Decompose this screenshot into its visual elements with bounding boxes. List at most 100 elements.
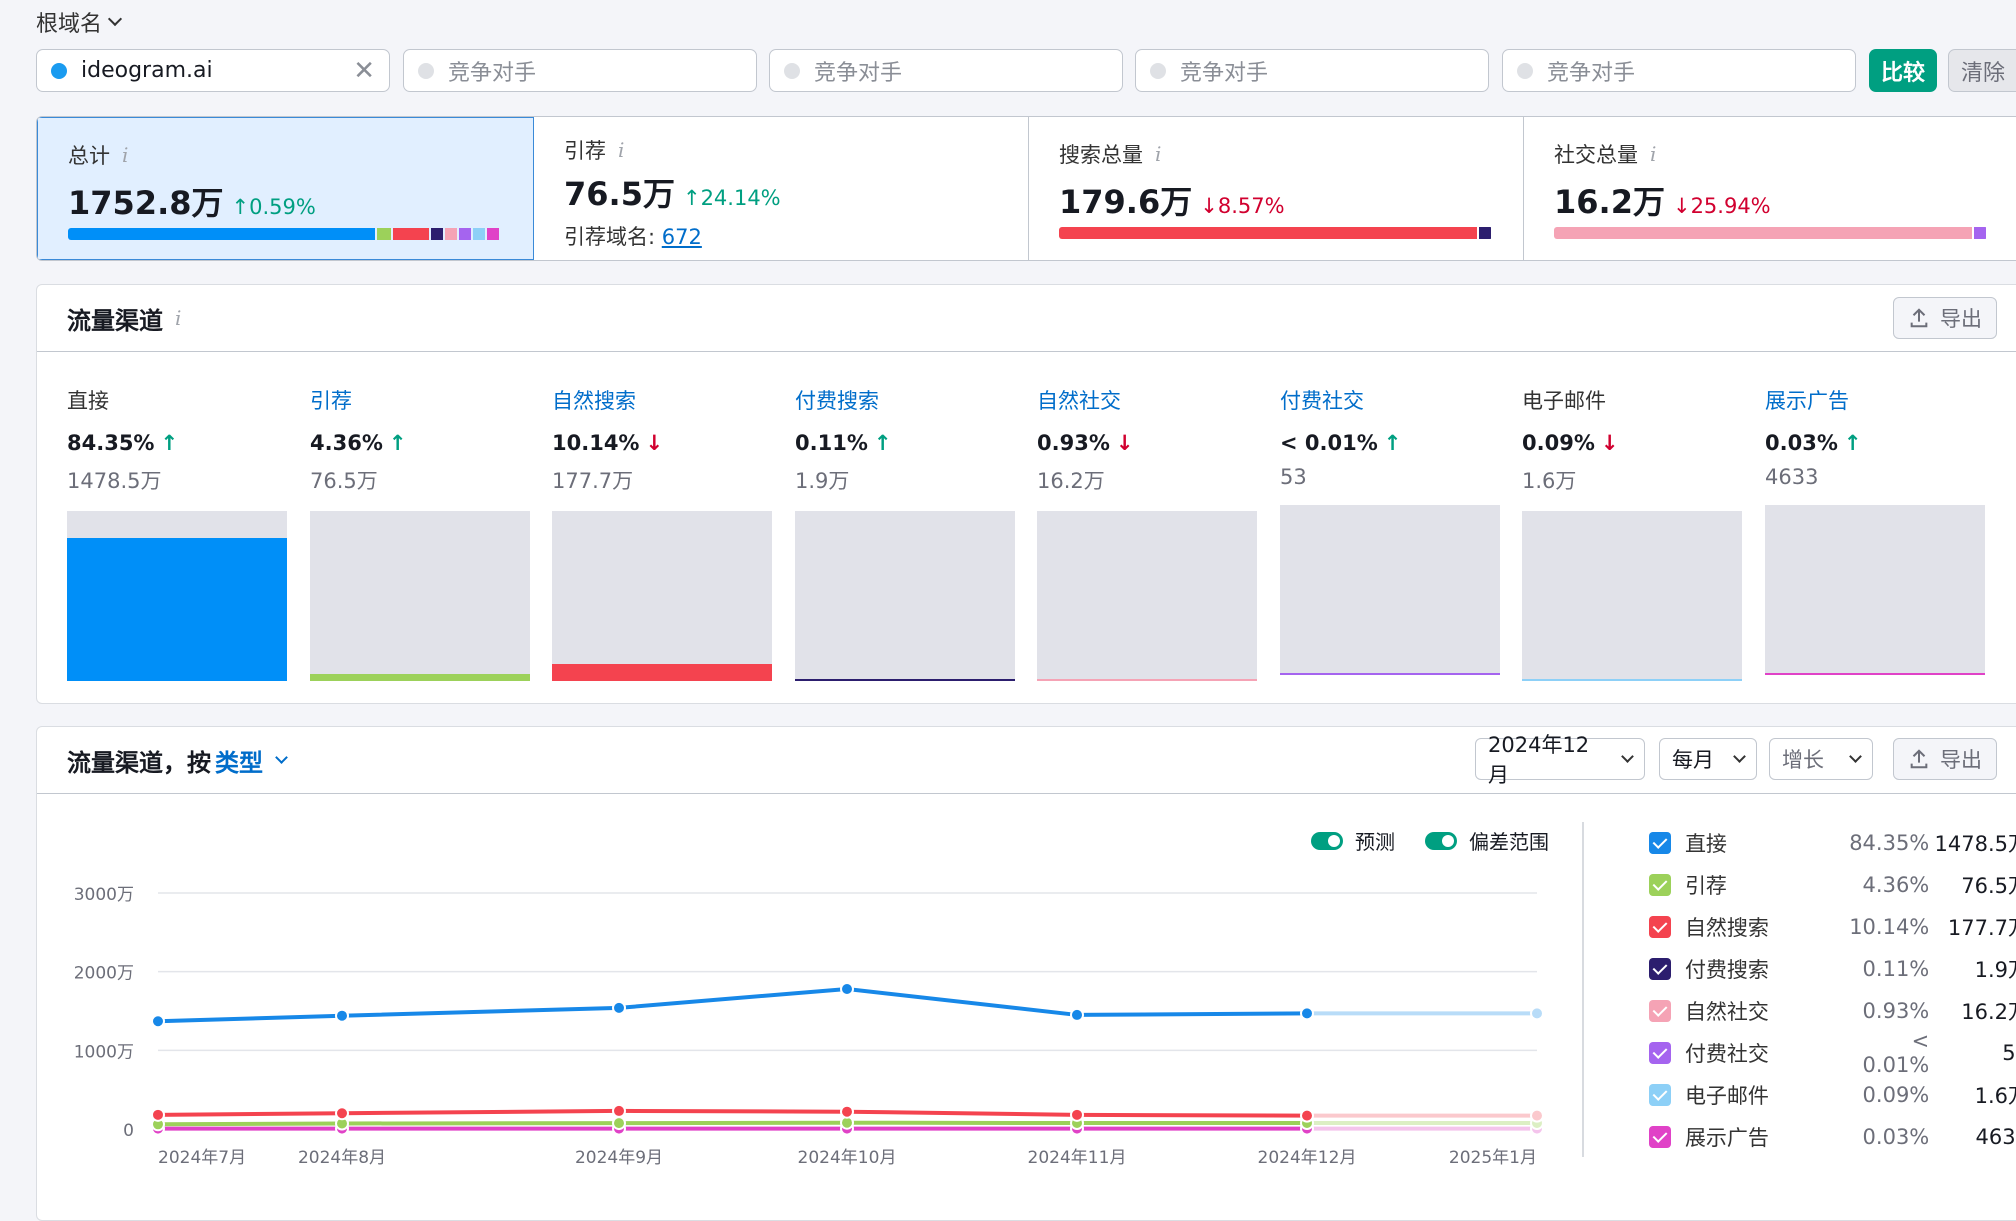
channel-percent: 84.35% ↑: [67, 431, 287, 455]
data-point[interactable]: [151, 1014, 165, 1029]
data-point[interactable]: [1530, 1108, 1544, 1123]
card-value: 1752.8万: [68, 184, 224, 222]
legend-checkbox[interactable]: [1649, 1000, 1671, 1022]
legend-percent: 4.36%: [1862, 873, 1930, 897]
competitor-placeholder: 竞争对手: [448, 60, 537, 86]
competitor-input-4[interactable]: 竞争对手: [1502, 49, 1856, 92]
range-toggle-label: 偏差范围: [1469, 830, 1549, 854]
legend-row[interactable]: 电子邮件 0.09% 1.6万: [1649, 1074, 2016, 1116]
data-point[interactable]: [1300, 1108, 1314, 1123]
channel-visits: 53: [1280, 465, 1307, 489]
legend-row[interactable]: 付费社交 < 0.01% 53: [1649, 1029, 2016, 1077]
competitor-dot: [1150, 62, 1166, 79]
date-select[interactable]: 2024年12月: [1475, 733, 1645, 787]
data-point[interactable]: [612, 1103, 626, 1118]
competitor-input-1[interactable]: 竞争对手: [403, 49, 757, 92]
data-point[interactable]: [151, 1107, 165, 1122]
legend-checkbox[interactable]: [1649, 1084, 1671, 1106]
channel-name[interactable]: 引荐: [310, 389, 352, 413]
legend-row[interactable]: 引荐 4.36% 76.5万: [1649, 864, 2016, 906]
legend-checkbox[interactable]: [1649, 832, 1671, 854]
root-domain-selector[interactable]: 根域名: [36, 6, 123, 38]
info-icon[interactable]: i: [1650, 142, 1657, 166]
traffic-channels-panel: 流量渠道 i 导出 直接 84.35% ↑ 1478.5万 引荐 4.36% ↑ 76.5万自…: [36, 284, 2016, 704]
legend-visits: 1.6万: [1974, 1084, 2016, 1108]
export-button[interactable]: 导出: [1893, 738, 1997, 780]
summary-card-search[interactable]: 搜索总量 i 179.6万 ↓8.57%: [1029, 117, 1524, 260]
channel-name[interactable]: 付费社交: [1280, 389, 1364, 413]
data-point[interactable]: [840, 1104, 854, 1119]
domain-color-dot: [51, 62, 67, 79]
info-icon[interactable]: i: [1155, 142, 1162, 166]
data-point[interactable]: [1530, 1006, 1544, 1021]
legend-visits: 177.7万: [1947, 916, 2016, 940]
referring-domains-link[interactable]: 672: [661, 225, 702, 249]
competitor-input-2[interactable]: 竞争对手: [769, 49, 1123, 92]
data-point[interactable]: [1070, 1107, 1084, 1122]
data-point[interactable]: [335, 1106, 349, 1121]
range-toggle[interactable]: 偏差范围: [1425, 826, 1549, 855]
channel-name[interactable]: 自然搜索: [552, 389, 636, 413]
toggle-switch[interactable]: [1425, 831, 1457, 850]
forecast-toggle[interactable]: 预测: [1311, 826, 1395, 855]
legend-percent: 0.09%: [1862, 1083, 1930, 1107]
legend-checkbox[interactable]: [1649, 1042, 1671, 1064]
export-button[interactable]: 导出: [1893, 297, 1997, 339]
channel-percent: 0.11% ↑: [795, 431, 1015, 455]
type-selector-label: 类型: [215, 748, 263, 777]
summary-card-total[interactable]: 总计 i 1752.8万 ↑0.59%: [37, 117, 534, 260]
card-change: ↑24.14%: [682, 186, 781, 210]
competitor-input-3[interactable]: 竞争对手: [1135, 49, 1489, 92]
type-selector[interactable]: 类型: [215, 743, 288, 778]
data-point[interactable]: [612, 1000, 626, 1015]
chevron-down-icon: [107, 11, 123, 27]
card-value: 76.5万: [564, 175, 675, 213]
legend-name: 直接: [1684, 832, 1727, 856]
legend-checkbox[interactable]: [1649, 874, 1671, 896]
channel-percent-value: 0.09%: [1522, 431, 1595, 455]
data-point[interactable]: [840, 981, 854, 996]
domain-input[interactable]: ideogram.ai ✕: [36, 49, 390, 92]
compare-button[interactable]: 比较: [1869, 49, 1937, 92]
legend-name: 付费社交: [1684, 1042, 1769, 1066]
data-point[interactable]: [335, 1008, 349, 1023]
card-value: 16.2万: [1554, 183, 1665, 221]
legend-checkbox[interactable]: [1649, 1126, 1671, 1148]
legend-row[interactable]: 付费搜索 0.11% 1.9万: [1649, 948, 2016, 990]
channel-name[interactable]: 展示广告: [1765, 389, 1849, 413]
channel-name[interactable]: 自然社交: [1037, 389, 1121, 413]
metric-select[interactable]: 增长: [1769, 738, 1873, 780]
legend-row[interactable]: 直接 84.35%1478.5万: [1649, 822, 2016, 864]
period-select-value: 每月: [1672, 748, 1714, 772]
toggle-switch[interactable]: [1311, 831, 1343, 850]
channel-column: 付费社交 < 0.01% ↑ 53: [1280, 385, 1500, 675]
data-point[interactable]: [612, 1116, 626, 1131]
chevron-down-icon: [1733, 750, 1746, 763]
legend-row[interactable]: 自然搜索 10.14% 177.7万: [1649, 906, 2016, 948]
chevron-down-icon: [1621, 750, 1634, 763]
channel-share-box: [1522, 511, 1742, 681]
clear-domain-icon[interactable]: ✕: [353, 55, 375, 86]
legend-row[interactable]: 自然社交 0.93% 16.2万: [1649, 990, 2016, 1032]
legend-checkbox[interactable]: [1649, 916, 1671, 938]
channel-percent-value: 4.36%: [310, 431, 383, 455]
legend-row[interactable]: 展示广告 0.03% 4633: [1649, 1116, 2016, 1158]
channel-name[interactable]: 付费搜索: [795, 389, 879, 413]
summary-card-referral[interactable]: 引荐 i 76.5万 ↑24.14% 引荐域名: 672: [534, 117, 1029, 260]
info-icon[interactable]: i: [175, 306, 182, 330]
channel-percent-value: 84.35%: [67, 431, 155, 455]
channel-column: 电子邮件 0.09% ↓ 1.6万: [1522, 385, 1742, 681]
info-icon[interactable]: i: [618, 138, 625, 162]
info-icon[interactable]: i: [122, 143, 129, 167]
data-point[interactable]: [1300, 1006, 1314, 1021]
clear-button[interactable]: 清除: [1948, 49, 2016, 92]
summary-card-social[interactable]: 社交总量 i 16.2万 ↓25.94%: [1524, 117, 2016, 260]
data-point[interactable]: [1070, 1007, 1084, 1022]
y-tick-label: 3000万: [74, 885, 134, 905]
channel-percent: < 0.01% ↑: [1280, 431, 1500, 455]
channel-column: 自然搜索 10.14% ↓ 177.7万: [552, 385, 772, 681]
period-select[interactable]: 每月: [1659, 738, 1757, 780]
channel-share-box: [1037, 511, 1257, 681]
channel-column: 展示广告 0.03% ↑ 4633: [1765, 385, 1985, 675]
legend-checkbox[interactable]: [1649, 958, 1671, 980]
